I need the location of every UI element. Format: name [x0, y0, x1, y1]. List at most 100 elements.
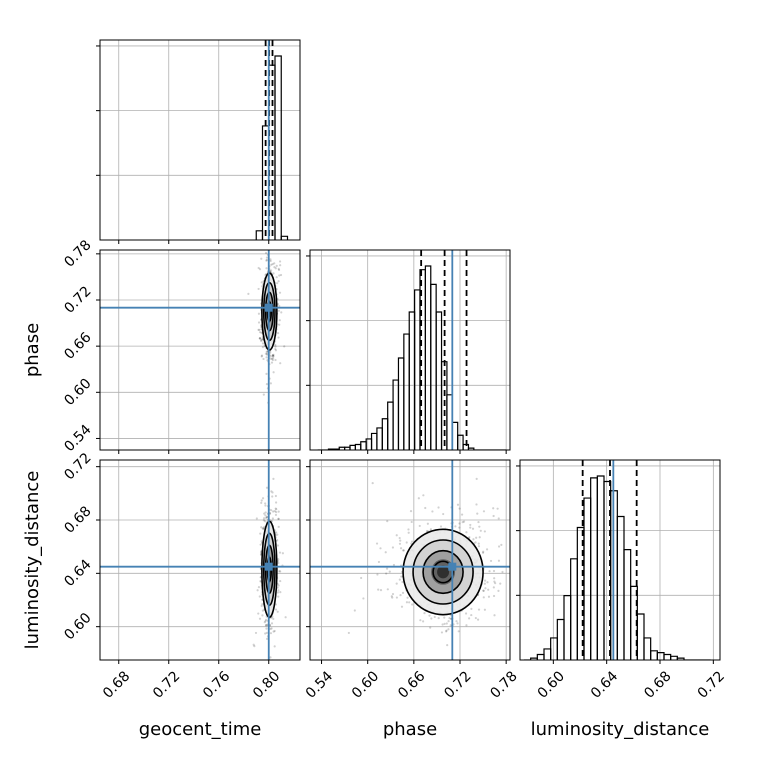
sample-point	[253, 645, 256, 648]
y-tick-label-geocent-time-phase-4: 0.78	[61, 237, 94, 270]
joint-content-phase-luminosity-distance	[310, 460, 515, 660]
panel-joint-geocent-time-luminosity-distance: 0.68 0.72 0.76 0.80 0.60 0.64 0.68 0.72	[61, 450, 301, 702]
sample-point	[455, 620, 458, 623]
sample-point	[483, 582, 486, 585]
sample-point	[272, 630, 275, 633]
sample-point	[272, 272, 275, 275]
y-tick-label-geocent-time-luminosity-distance-3: 0.72	[61, 450, 94, 483]
sample-point	[422, 494, 425, 497]
sample-point	[265, 637, 269, 640]
sample-point	[477, 542, 480, 545]
sample-point	[398, 542, 402, 545]
sample-point	[261, 609, 264, 612]
sample-point	[476, 618, 480, 621]
sample-point	[468, 536, 471, 539]
sample-point	[437, 506, 440, 509]
panel-joint-phase-luminosity-distance: 0.54 0.60 0.66 0.72 0.78	[303, 459, 521, 702]
sample-point	[441, 623, 444, 626]
sample-point	[388, 570, 391, 573]
sample-point	[385, 572, 388, 575]
sample-point	[401, 580, 404, 584]
sample-point	[264, 624, 268, 627]
x-tick-label-geocent-time-luminosity-distance-0: 0.68	[100, 668, 133, 701]
panel-hist-phase	[306, 249, 511, 454]
sample-point	[274, 343, 277, 347]
sample-point	[481, 551, 485, 554]
sample-point	[419, 619, 422, 622]
hist-bar-luminosity-distance-17	[636, 613, 645, 660]
sample-point	[264, 632, 267, 635]
sample-point	[384, 551, 387, 554]
sample-point	[391, 546, 395, 549]
sample-point	[401, 591, 405, 594]
sample-point	[482, 589, 485, 592]
sample-point	[471, 527, 475, 530]
sample-point	[479, 529, 482, 532]
sample-point	[440, 631, 444, 634]
hist-bar-geocent-time-3	[274, 55, 282, 240]
sample-point	[258, 337, 261, 340]
sample-point	[272, 353, 275, 356]
sample-point	[264, 511, 267, 514]
sample-point	[423, 612, 426, 615]
sample-point	[277, 584, 280, 587]
sample-point	[265, 256, 269, 259]
sample-point	[465, 531, 468, 534]
sample-point	[264, 618, 268, 621]
sample-point	[402, 549, 405, 552]
sample-point	[259, 338, 263, 342]
sample-point	[360, 576, 363, 580]
sample-point	[433, 615, 436, 619]
sample-point	[274, 513, 278, 517]
sample-point	[278, 570, 281, 573]
sample-point	[258, 337, 262, 340]
sample-point	[278, 260, 282, 263]
sample-point	[261, 342, 265, 345]
sample-point	[274, 267, 277, 270]
sample-point	[265, 631, 269, 634]
sample-point	[470, 607, 473, 610]
sample-point	[379, 547, 382, 550]
sample-point	[262, 519, 265, 522]
sample-point	[263, 525, 266, 528]
sample-point	[276, 539, 279, 542]
sample-point	[279, 273, 283, 277]
sample-point	[277, 558, 280, 561]
sample-point	[276, 332, 280, 335]
sample-point	[270, 627, 273, 630]
sample-point	[492, 586, 495, 589]
sample-point	[493, 577, 496, 580]
sample-point	[475, 536, 478, 539]
sample-point	[385, 567, 389, 570]
sample-point	[497, 589, 500, 592]
sample-point	[259, 532, 262, 535]
sample-point	[279, 591, 282, 594]
sample-point	[347, 631, 350, 635]
sample-point	[489, 559, 493, 563]
sample-point	[279, 264, 282, 267]
sample-point	[261, 497, 265, 500]
sample-point	[252, 643, 255, 646]
sample-point	[271, 517, 274, 520]
sample-point	[493, 580, 496, 583]
sample-point	[260, 526, 263, 529]
sample-point	[276, 591, 280, 594]
sample-point	[257, 328, 260, 331]
x-tick-label-phase-luminosity-distance-3: 0.72	[441, 668, 474, 701]
sample-point	[486, 581, 489, 584]
sample-point	[497, 545, 501, 548]
sample-point	[265, 383, 269, 386]
sample-point	[513, 565, 515, 567]
sample-point	[428, 614, 431, 617]
sample-point	[265, 259, 268, 262]
sample-point	[487, 595, 491, 598]
sample-point	[445, 629, 448, 632]
sample-point	[391, 596, 394, 599]
sample-point	[277, 510, 280, 513]
sample-point	[477, 608, 481, 611]
sample-point	[264, 502, 267, 505]
sample-point	[255, 517, 258, 520]
sample-point	[399, 539, 402, 542]
sample-point	[262, 357, 265, 361]
sample-point	[371, 481, 374, 485]
